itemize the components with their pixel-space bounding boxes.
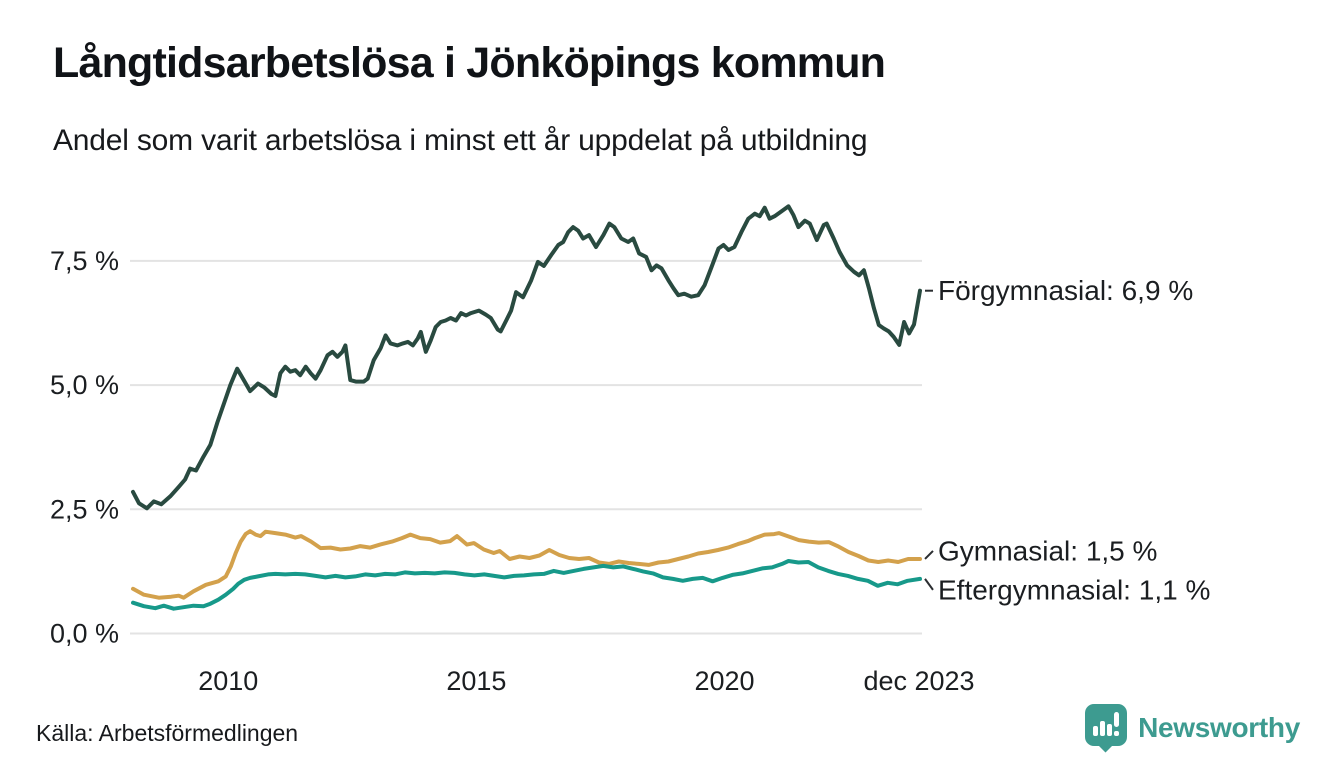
series-label-gymnasial: Gymnasial: 1,5 % [938, 535, 1157, 566]
label-connector [924, 550, 934, 560]
x-tick-label: 2010 [198, 666, 258, 696]
y-tick-label: 5,0 % [50, 370, 119, 400]
x-tick-label: 2020 [694, 666, 754, 696]
series-line-förgymnasial [131, 204, 922, 511]
series-label-eftergymnasial: Eftergymnasial: 1,1 % [938, 574, 1210, 605]
source-note: Källa: Arbetsförmedlingen [36, 720, 299, 746]
y-tick-label: 0,0 % [50, 619, 119, 649]
newsworthy-logo-icon [1085, 704, 1128, 753]
series-label-förgymnasial: Förgymnasial: 6,9 % [938, 275, 1193, 306]
page-subtitle: Andel som varit arbetslösa i minst ett å… [53, 124, 868, 157]
page-title: Långtidsarbetslösa i Jönköpings kommun [53, 39, 886, 87]
series-line-gymnasial [131, 529, 922, 600]
x-tick-label: 2015 [446, 666, 506, 696]
newsworthy-logo-text: Newsworthy [1138, 712, 1300, 743]
newsworthy-brand: Newsworthy [1084, 703, 1300, 753]
y-tick-label: 7,5 % [50, 246, 119, 276]
x-tick-label: dec 2023 [863, 666, 974, 696]
series-line-eftergymnasial [131, 559, 922, 611]
label-connector [924, 578, 934, 591]
y-tick-label: 2,5 % [50, 494, 119, 524]
